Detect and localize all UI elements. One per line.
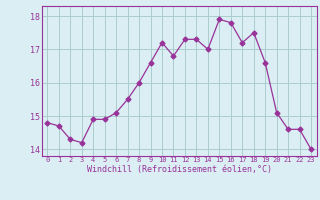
X-axis label: Windchill (Refroidissement éolien,°C): Windchill (Refroidissement éolien,°C) [87, 165, 272, 174]
